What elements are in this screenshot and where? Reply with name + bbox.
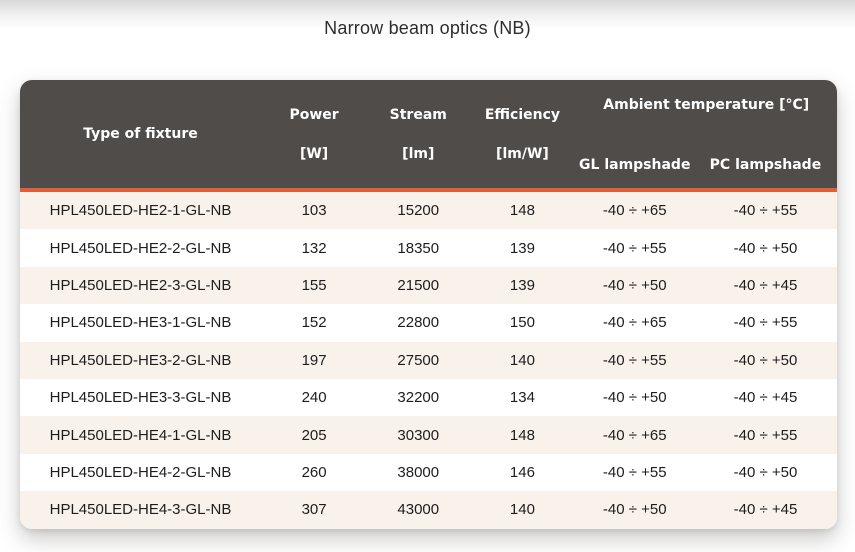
cell-gl-lampshade-temp: -40 ÷ +65 xyxy=(602,426,667,444)
col-header-power-unit: [W] xyxy=(299,145,329,162)
cell-power: 103 xyxy=(301,202,327,220)
cell-pc-lampshade-temp: -40 ÷ +45 xyxy=(733,501,798,519)
fixtures-table: Type of fixture Power [W] Stream [lm] Ef… xyxy=(20,80,837,529)
table-header: Type of fixture Power [W] Stream [lm] Ef… xyxy=(20,80,837,188)
col-header-stream: Stream [lm] xyxy=(367,80,469,188)
col-header-power: Power [W] xyxy=(261,80,367,188)
cell-gl-lampshade-temp: -40 ÷ +50 xyxy=(602,389,667,407)
cell-stream: 32200 xyxy=(397,389,440,407)
cell-gl-lampshade-temp: -40 ÷ +55 xyxy=(602,351,667,369)
cell-pc-lampshade-temp: -40 ÷ +45 xyxy=(733,389,798,407)
col-header-ambient-temperature-group: Ambient temperature [°C] GL lampshade PC… xyxy=(576,80,837,188)
col-header-pc-lampshade: PC lampshade xyxy=(709,157,822,173)
cell-stream: 30300 xyxy=(397,426,440,444)
cell-efficiency: 148 xyxy=(509,426,535,444)
page-title: Narrow beam optics (NB) xyxy=(324,18,531,38)
cell-gl-lampshade-temp: -40 ÷ +50 xyxy=(602,501,667,519)
col-header-gl-lampshade: GL lampshade xyxy=(579,157,691,173)
cell-efficiency: 146 xyxy=(509,463,535,481)
cell-efficiency: 139 xyxy=(509,276,535,294)
cell-type-of-fixture: HPL450LED-HE3-3-GL-NB xyxy=(49,389,232,407)
cell-type-of-fixture: HPL450LED-HE4-2-GL-NB xyxy=(49,463,232,481)
cell-pc-lampshade-temp: -40 ÷ +45 xyxy=(733,276,798,294)
cell-efficiency: 140 xyxy=(509,351,535,369)
table-row: HPL450LED-HE3-2-GL-NB 197 27500 140 -40 … xyxy=(20,341,837,379)
cell-stream: 21500 xyxy=(397,276,440,294)
cell-gl-lampshade-temp: -40 ÷ +65 xyxy=(602,202,667,220)
col-header-efficiency-unit: [lm/W] xyxy=(496,145,549,162)
cell-gl-lampshade-temp: -40 ÷ +55 xyxy=(602,463,667,481)
cell-efficiency: 150 xyxy=(509,314,535,332)
cell-type-of-fixture: HPL450LED-HE4-3-GL-NB xyxy=(49,501,232,519)
col-header-power-label: Power xyxy=(289,106,339,123)
table-row: HPL450LED-HE3-1-GL-NB 152 22800 150 -40 … xyxy=(20,304,837,342)
cell-type-of-fixture: HPL450LED-HE3-2-GL-NB xyxy=(49,351,232,369)
col-header-efficiency: Efficiency [lm/W] xyxy=(469,80,575,188)
table-row: HPL450LED-HE2-1-GL-NB 103 15200 148 -40 … xyxy=(20,192,837,230)
col-header-stream-label: Stream xyxy=(389,106,447,123)
cell-type-of-fixture: HPL450LED-HE3-1-GL-NB xyxy=(49,314,232,332)
cell-power: 197 xyxy=(301,351,327,369)
cell-pc-lampshade-temp: -40 ÷ +50 xyxy=(733,463,798,481)
col-header-ambient-temperature: Ambient temperature [°C] xyxy=(603,97,810,113)
cell-efficiency: 148 xyxy=(509,202,535,220)
cell-efficiency: 134 xyxy=(509,389,535,407)
col-header-stream-unit: [lm] xyxy=(402,145,435,162)
cell-type-of-fixture: HPL450LED-HE2-1-GL-NB xyxy=(49,202,232,220)
cell-power: 152 xyxy=(301,314,327,332)
col-header-efficiency-label: Efficiency xyxy=(484,106,561,123)
cell-pc-lampshade-temp: -40 ÷ +50 xyxy=(733,239,798,257)
cell-stream: 43000 xyxy=(397,501,440,519)
cell-gl-lampshade-temp: -40 ÷ +55 xyxy=(602,239,667,257)
col-header-type-of-fixture: Type of fixture xyxy=(83,126,198,142)
cell-power: 155 xyxy=(301,276,327,294)
header-accent-divider xyxy=(20,188,837,192)
cell-efficiency: 139 xyxy=(509,239,535,257)
table-row: HPL450LED-HE2-2-GL-NB 132 18350 139 -40 … xyxy=(20,229,837,267)
cell-stream: 18350 xyxy=(397,239,440,257)
cell-power: 260 xyxy=(301,463,327,481)
table-row: HPL450LED-HE4-3-GL-NB 307 43000 140 -40 … xyxy=(20,491,837,529)
cell-power: 205 xyxy=(301,426,327,444)
cell-type-of-fixture: HPL450LED-HE2-2-GL-NB xyxy=(49,239,232,257)
table-row: HPL450LED-HE3-3-GL-NB 240 32200 134 -40 … xyxy=(20,378,837,417)
cell-gl-lampshade-temp: -40 ÷ +50 xyxy=(602,276,667,294)
cell-stream: 38000 xyxy=(397,463,440,481)
cell-pc-lampshade-temp: -40 ÷ +55 xyxy=(733,426,798,444)
cell-pc-lampshade-temp: -40 ÷ +55 xyxy=(733,202,798,220)
cell-power: 307 xyxy=(301,501,327,519)
cell-type-of-fixture: HPL450LED-HE4-1-GL-NB xyxy=(49,426,232,444)
table-row: HPL450LED-HE2-3-GL-NB 155 21500 139 -40 … xyxy=(20,266,837,305)
ambient-sub-headers: GL lampshade PC lampshade xyxy=(576,157,837,173)
cell-stream: 22800 xyxy=(397,314,440,332)
cell-efficiency: 140 xyxy=(509,501,535,519)
cell-power: 240 xyxy=(301,389,327,407)
cell-stream: 27500 xyxy=(397,351,440,369)
cell-pc-lampshade-temp: -40 ÷ +55 xyxy=(733,314,798,332)
table-row: HPL450LED-HE4-2-GL-NB 260 38000 146 -40 … xyxy=(20,453,837,492)
table-body: HPL450LED-HE2-1-GL-NB 103 15200 148 -40 … xyxy=(20,192,837,529)
table-row: HPL450LED-HE4-1-GL-NB 205 30300 148 -40 … xyxy=(20,416,837,454)
cell-power: 132 xyxy=(301,239,327,257)
cell-type-of-fixture: HPL450LED-HE2-3-GL-NB xyxy=(49,276,232,294)
cell-pc-lampshade-temp: -40 ÷ +50 xyxy=(733,351,798,369)
cell-stream: 15200 xyxy=(397,202,440,220)
cell-gl-lampshade-temp: -40 ÷ +65 xyxy=(602,314,667,332)
